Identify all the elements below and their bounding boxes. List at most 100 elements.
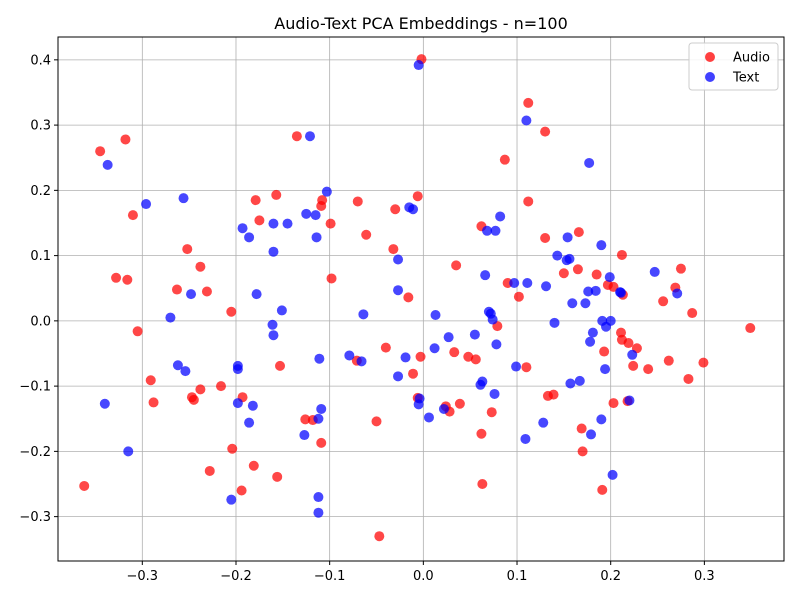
audio-point (476, 428, 487, 439)
legend-label-text: Text (732, 71, 759, 86)
audio-point (412, 191, 423, 202)
legend-marker-text (705, 72, 715, 82)
audio-point (558, 268, 569, 279)
text-point (585, 336, 596, 347)
audio-point (182, 244, 193, 255)
audio-point (577, 446, 588, 457)
text-point (316, 403, 327, 414)
audio-point (523, 196, 534, 207)
audio-point (127, 210, 138, 221)
text-point (430, 309, 441, 320)
x-tick-label: −0.1 (314, 569, 346, 584)
text-point (141, 199, 152, 210)
audio-point (316, 437, 327, 448)
text-point (244, 417, 255, 428)
audio-point (188, 394, 199, 405)
audio-point (408, 368, 419, 379)
text-point (541, 281, 552, 292)
audio-point (132, 326, 143, 337)
text-point (487, 314, 498, 325)
text-point (413, 399, 424, 410)
text-point (491, 339, 502, 350)
audio-point (271, 189, 282, 200)
audio-point (371, 416, 382, 427)
text-point (672, 288, 683, 299)
text-point (165, 312, 176, 323)
audio-point (683, 373, 694, 384)
text-point (321, 186, 332, 197)
text-point (596, 414, 607, 425)
x-tick-label: 0.0 (413, 569, 434, 584)
text-point (600, 364, 611, 375)
text-point (522, 278, 533, 289)
text-point (567, 298, 578, 309)
text-point (310, 210, 321, 221)
audio-point (254, 215, 265, 226)
text-point (552, 250, 563, 261)
text-point (604, 272, 615, 283)
audio-point (215, 381, 226, 392)
text-point (102, 159, 113, 170)
text-point (490, 225, 501, 236)
text-point (313, 413, 324, 424)
y-tick-label: 0.4 (30, 53, 51, 68)
y-tick-label: −0.2 (19, 445, 51, 460)
audio-point (675, 263, 686, 274)
text-point (400, 352, 411, 363)
plot-frame (57, 36, 785, 562)
text-point (313, 492, 324, 503)
audio-point (687, 308, 698, 319)
audio-point (745, 323, 756, 334)
audio-point (616, 249, 627, 260)
audio-point (591, 269, 602, 280)
y-tick-label: 0.0 (30, 314, 51, 329)
text-point (605, 315, 616, 326)
text-point (583, 286, 594, 297)
text-point (564, 253, 575, 264)
text-point (344, 350, 355, 361)
text-point (393, 285, 404, 296)
audio-point (390, 204, 401, 215)
text-point (616, 287, 627, 298)
audio-point (403, 292, 414, 303)
chart-title: Audio-Text PCA Embeddings - n=100 (274, 14, 568, 33)
audio-point (477, 478, 488, 489)
x-tick-label: 0.1 (507, 569, 528, 584)
legend: Audio Text (688, 42, 779, 91)
audio-point (111, 272, 122, 283)
tick-layer: −0.3 −0.2 −0.1 0.0 0.1 0.2 0.3 −0.3 −0.2 −0.1 0.0 0… (19, 53, 714, 584)
text-point (521, 115, 532, 126)
audio-point (272, 471, 283, 482)
audio-point (226, 306, 237, 317)
text-point (482, 225, 493, 236)
audio-point (120, 134, 131, 145)
text-point (469, 329, 480, 340)
text-point (624, 395, 635, 406)
text-point (282, 218, 293, 229)
text-point (299, 430, 310, 441)
audio-point (608, 398, 619, 409)
x-tick-label: −0.3 (127, 569, 159, 584)
audio-point (499, 154, 510, 165)
audio-point (576, 423, 587, 434)
text-point (590, 285, 601, 296)
audio-point (171, 284, 182, 295)
audio-point (470, 354, 481, 365)
y-tick-label: 0.2 (30, 184, 51, 199)
text-point (304, 131, 315, 142)
text-point (358, 309, 369, 320)
audio-point (449, 347, 460, 358)
audio-point (291, 131, 302, 142)
audio-point (227, 443, 238, 454)
text-point (226, 494, 237, 505)
text-point (178, 193, 189, 204)
audio-point (572, 264, 583, 275)
audio-point (698, 357, 709, 368)
audio-point (145, 375, 156, 386)
text-point (180, 366, 191, 377)
y-tick-label: 0.1 (30, 249, 51, 264)
text-point (172, 360, 183, 371)
audio-point (79, 480, 90, 491)
